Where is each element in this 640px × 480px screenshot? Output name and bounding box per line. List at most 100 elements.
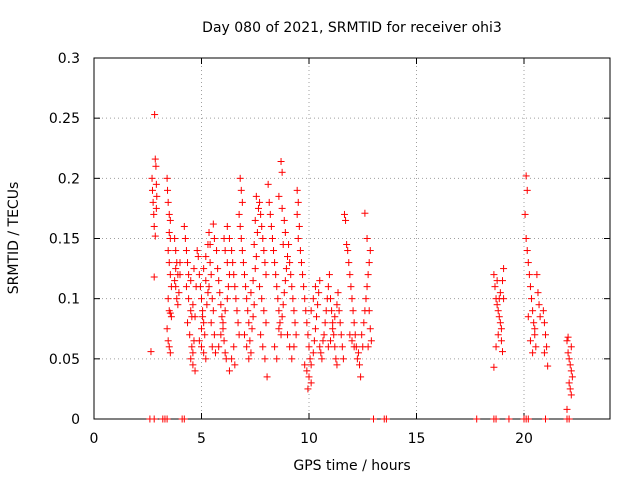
data-point (279, 301, 287, 309)
data-point (210, 235, 218, 242)
data-point (346, 331, 354, 339)
data-point (531, 331, 539, 339)
data-point (171, 277, 179, 285)
data-point (370, 415, 377, 423)
data-point (215, 343, 223, 351)
data-point (533, 271, 541, 279)
data-point (307, 361, 315, 369)
data-point (238, 247, 246, 255)
data-point (181, 235, 189, 242)
data-point (237, 235, 245, 242)
data-point (567, 343, 575, 351)
data-point (542, 331, 549, 339)
data-point (257, 210, 265, 218)
data-point (319, 337, 327, 345)
data-point (199, 313, 207, 321)
data-point (265, 198, 273, 206)
data-point (267, 222, 275, 230)
data-point (500, 265, 508, 273)
data-point (251, 216, 259, 224)
data-point (259, 235, 267, 242)
data-point (288, 355, 296, 363)
data-point (251, 265, 259, 273)
data-point (202, 277, 210, 285)
data-point (166, 309, 174, 317)
data-point (324, 283, 332, 291)
data-point (246, 337, 254, 345)
data-point (256, 283, 264, 291)
data-point (249, 277, 257, 285)
data-point (194, 253, 202, 261)
data-point (150, 222, 158, 230)
data-point (348, 337, 356, 345)
data-point (163, 415, 171, 423)
data-point (195, 271, 203, 279)
data-point (315, 289, 323, 297)
data-point (563, 405, 571, 413)
data-point (342, 216, 350, 224)
data-point (147, 348, 155, 356)
data-point (200, 349, 208, 357)
data-point (217, 301, 225, 309)
data-point (182, 247, 190, 255)
data-point (568, 373, 576, 381)
data-point (532, 343, 540, 351)
data-point (211, 349, 219, 357)
data-point (236, 174, 244, 182)
data-point (305, 343, 313, 351)
data-point (539, 307, 547, 315)
data-point (333, 361, 341, 369)
data-point (244, 307, 252, 315)
data-point (202, 355, 210, 363)
data-point (534, 289, 542, 297)
data-point (247, 289, 255, 297)
y-tick-labels: 0 0.05 0.1 0.15 0.2 0.25 0.3 (49, 51, 80, 428)
data-point (214, 265, 222, 273)
data-point (151, 111, 159, 119)
data-point (565, 355, 573, 363)
data-point (301, 361, 309, 369)
data-point (330, 331, 338, 339)
data-point (382, 415, 390, 423)
data-point (526, 337, 534, 345)
data-point (303, 319, 311, 327)
chart-title: Day 080 of 2021, SRMTID for receiver ohi… (202, 20, 502, 36)
data-point (261, 259, 269, 267)
data-point (286, 343, 294, 351)
y-tick-label: 0.05 (49, 352, 80, 368)
data-point (275, 307, 283, 315)
data-point (524, 259, 532, 267)
data-point (204, 289, 212, 297)
data-point (500, 295, 508, 303)
data-point (347, 283, 355, 291)
data-point (304, 331, 312, 339)
data-point (164, 337, 172, 345)
data-point (259, 343, 267, 351)
data-point (542, 415, 549, 423)
data-point (294, 235, 302, 242)
data-point (209, 307, 217, 315)
data-point (327, 337, 334, 345)
data-point (287, 271, 295, 279)
data-point (216, 289, 224, 297)
data-point (309, 349, 317, 357)
data-point (235, 210, 243, 218)
data-point (280, 289, 288, 297)
data-point (237, 186, 245, 194)
data-point (365, 259, 373, 267)
data-point (230, 271, 238, 279)
data-point (258, 295, 266, 303)
data-point (364, 271, 372, 279)
data-point (221, 349, 229, 357)
data-point (277, 157, 285, 165)
data-point (271, 259, 279, 267)
data-point (261, 355, 269, 363)
data-point (151, 232, 159, 240)
y-tick-label: 0.15 (49, 232, 80, 248)
data-point (252, 253, 260, 261)
data-point (528, 295, 536, 303)
data-point (530, 319, 538, 327)
data-point (277, 331, 285, 339)
data-point (499, 348, 506, 356)
data-point (182, 283, 190, 291)
